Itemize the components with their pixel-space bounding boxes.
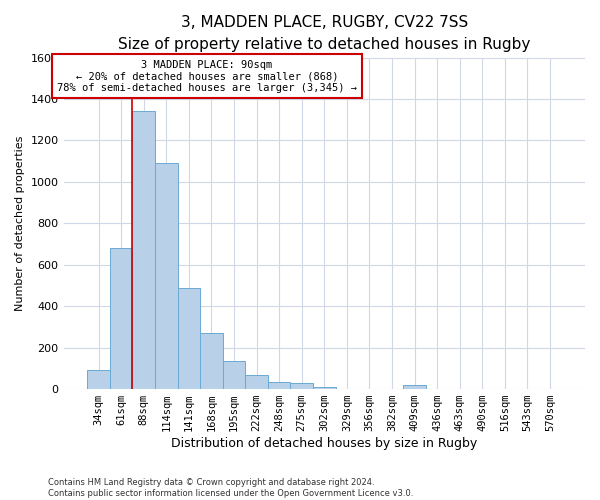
Bar <box>245 375 268 389</box>
Bar <box>313 387 335 389</box>
Bar <box>268 382 290 389</box>
Bar <box>290 383 313 389</box>
Text: Contains HM Land Registry data © Crown copyright and database right 2024.
Contai: Contains HM Land Registry data © Crown c… <box>48 478 413 498</box>
Text: 3 MADDEN PLACE: 90sqm
← 20% of detached houses are smaller (868)
78% of semi-det: 3 MADDEN PLACE: 90sqm ← 20% of detached … <box>57 60 357 93</box>
Title: 3, MADDEN PLACE, RUGBY, CV22 7SS
Size of property relative to detached houses in: 3, MADDEN PLACE, RUGBY, CV22 7SS Size of… <box>118 15 530 52</box>
Bar <box>200 333 223 389</box>
Bar <box>87 370 110 389</box>
Bar <box>223 361 245 389</box>
Bar <box>133 112 155 389</box>
Y-axis label: Number of detached properties: Number of detached properties <box>15 136 25 311</box>
Bar <box>178 288 200 389</box>
X-axis label: Distribution of detached houses by size in Rugby: Distribution of detached houses by size … <box>171 437 478 450</box>
Bar <box>155 163 178 389</box>
Bar <box>403 385 426 389</box>
Bar <box>110 248 133 389</box>
